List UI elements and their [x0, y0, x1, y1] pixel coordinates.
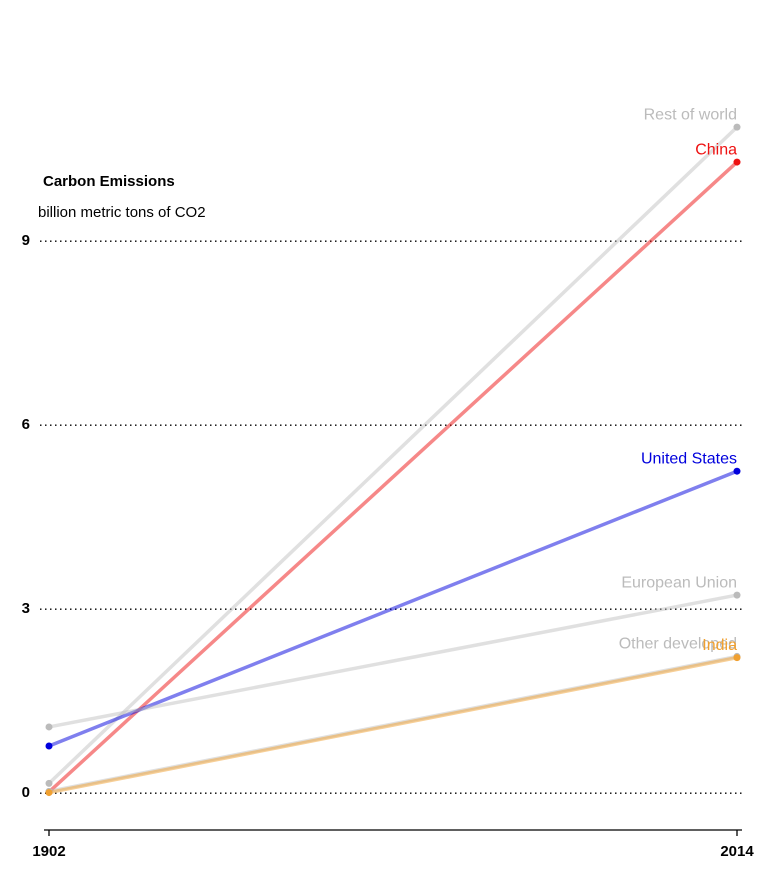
series-line: [48, 469, 738, 748]
point: [45, 723, 53, 731]
point: [733, 158, 741, 166]
chart-subtitle: billion metric tons of CO2: [38, 204, 206, 221]
y-tick-label: 6: [22, 416, 30, 433]
x-tick-label: 1902: [32, 843, 65, 860]
point: [45, 779, 53, 787]
point: [45, 742, 53, 750]
y-tick-label: 0: [22, 784, 30, 801]
series-line: [48, 593, 738, 729]
series-label: Other developed: [619, 636, 737, 653]
point: [733, 654, 741, 662]
series-line: [48, 655, 738, 795]
y-tick-label: 9: [22, 232, 30, 249]
point: [45, 789, 53, 797]
series-line: [47, 160, 739, 794]
series-label: India: [702, 637, 737, 654]
series-line: [47, 125, 739, 785]
series-label: China: [695, 141, 737, 158]
series-label: Rest of world: [644, 106, 737, 123]
point: [733, 591, 741, 599]
series-label: European Union: [621, 574, 737, 591]
x-tick-label: 2014: [720, 843, 754, 860]
point: [733, 123, 741, 131]
point: [733, 467, 741, 475]
series-label: United States: [641, 450, 737, 467]
chart-title: Carbon Emissions: [43, 173, 175, 190]
y-tick-label: 3: [22, 600, 30, 617]
